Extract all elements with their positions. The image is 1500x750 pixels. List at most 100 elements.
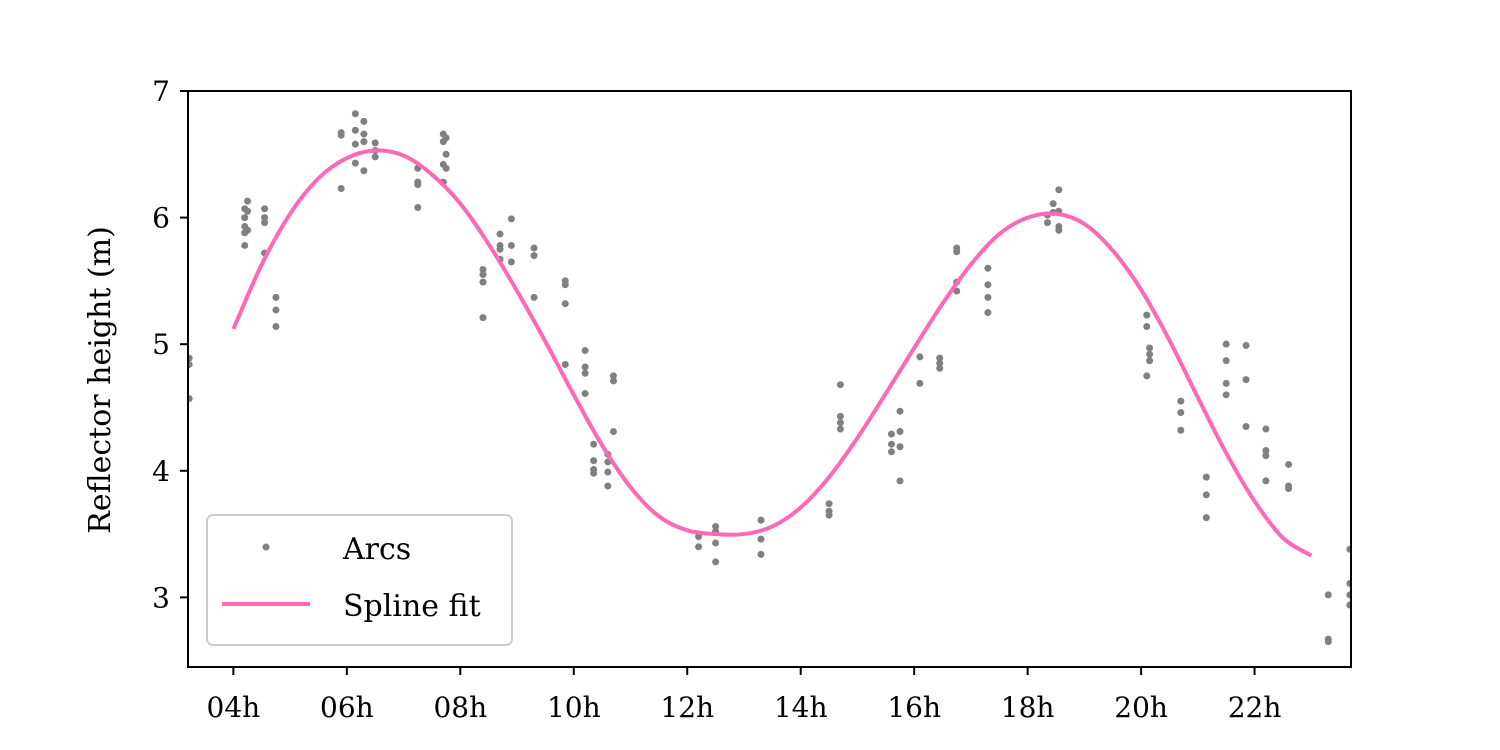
arc-point	[479, 314, 487, 322]
arc-point	[712, 558, 720, 566]
arc-point	[261, 205, 269, 213]
arc-point	[590, 457, 598, 465]
arc-point	[936, 354, 944, 362]
y-tick-label: 5	[152, 328, 170, 361]
arc-point	[1146, 344, 1154, 352]
arc-point	[1346, 545, 1351, 553]
arc-point	[1055, 226, 1063, 234]
arc-point	[351, 140, 359, 148]
arc-point	[337, 184, 345, 192]
x-tick-label: 22h	[1228, 691, 1282, 724]
arc-point	[1324, 591, 1332, 599]
arc-point	[414, 181, 422, 189]
arc-point	[984, 309, 992, 317]
arc-point	[896, 407, 904, 415]
arc-point	[1262, 447, 1270, 455]
arc-point	[561, 300, 569, 308]
arc-point	[351, 110, 359, 118]
arc-point	[1049, 200, 1057, 208]
arc-point	[825, 511, 833, 519]
arc-point	[581, 347, 589, 355]
arc-point	[1143, 311, 1151, 319]
arc-point	[757, 535, 765, 543]
y-axis-label: Reflector height (m)	[83, 226, 118, 534]
arc-point	[244, 226, 252, 234]
arc-point	[953, 287, 961, 295]
arc-point	[371, 139, 379, 147]
arc-point	[479, 265, 487, 273]
arc-point	[984, 293, 992, 301]
arc-point	[351, 159, 359, 167]
arc-point	[1202, 514, 1210, 522]
arc-point	[984, 264, 992, 272]
arc-point	[360, 130, 368, 138]
spline-fit-line	[231, 148, 1313, 558]
arc-point	[442, 134, 450, 142]
x-tick-label: 14h	[774, 691, 828, 724]
legend-spline-label: Spline fit	[343, 589, 481, 624]
arc-point	[1242, 422, 1250, 430]
arc-point	[887, 430, 895, 438]
arc-point	[604, 468, 612, 476]
arc-point	[609, 428, 617, 436]
legend: Arcs Spline fit	[206, 514, 513, 646]
arc-point	[953, 248, 961, 256]
arc-point	[530, 244, 538, 252]
arc-point	[712, 539, 720, 547]
x-tick-label: 06h	[320, 691, 374, 724]
arc-point	[887, 448, 895, 456]
x-tick-label: 10h	[547, 691, 601, 724]
arc-point	[936, 359, 944, 367]
arc-point	[757, 516, 765, 524]
arc-point	[188, 395, 193, 403]
arc-point	[1285, 460, 1293, 468]
arc-point	[507, 215, 515, 223]
plot-frame	[187, 90, 1352, 668]
arc-point	[1346, 579, 1351, 587]
y-axis-ticks: 3 4 5 6 7	[152, 75, 188, 614]
x-tick-label: 16h	[887, 691, 941, 724]
arc-point	[1146, 357, 1154, 365]
arc-point	[896, 428, 904, 436]
x-tick-label: 12h	[660, 691, 714, 724]
arc-point	[887, 440, 895, 448]
arc-point	[496, 230, 504, 238]
legend-arcs-label: Arcs	[342, 532, 411, 567]
arc-point	[241, 241, 249, 249]
arc-point	[1177, 426, 1185, 434]
arc-point	[1146, 350, 1154, 358]
arc-point	[836, 419, 844, 427]
arc-point	[1177, 397, 1185, 405]
arc-point	[442, 164, 450, 172]
y-tick-label: 6	[152, 202, 170, 235]
arc-point	[581, 363, 589, 371]
arc-point	[1262, 425, 1270, 433]
arc-point	[1262, 477, 1270, 485]
arc-point	[1222, 379, 1230, 387]
arc-point	[1324, 638, 1332, 646]
arc-point	[414, 203, 422, 211]
arc-point	[590, 440, 598, 448]
arc-point	[351, 126, 359, 134]
arc-point	[1143, 322, 1151, 330]
y-tick-label: 4	[152, 455, 170, 488]
arc-point	[1262, 452, 1270, 460]
arc-point	[1222, 340, 1230, 348]
x-tick-label: 18h	[1001, 691, 1055, 724]
arc-point	[1222, 357, 1230, 365]
y-tick-label: 7	[152, 75, 170, 108]
arc-point	[1143, 372, 1151, 380]
arc-point	[272, 293, 280, 301]
arc-point	[1242, 341, 1250, 349]
arc-point	[337, 131, 345, 139]
arc-point	[272, 306, 280, 314]
arc-point	[1222, 391, 1230, 399]
x-tick-label: 08h	[433, 691, 487, 724]
arc-point	[896, 443, 904, 451]
arc-point	[1242, 376, 1250, 384]
arc-point	[561, 281, 569, 289]
arc-point	[371, 153, 379, 161]
x-tick-label: 20h	[1114, 691, 1168, 724]
arc-point	[530, 252, 538, 260]
arc-point	[609, 372, 617, 380]
